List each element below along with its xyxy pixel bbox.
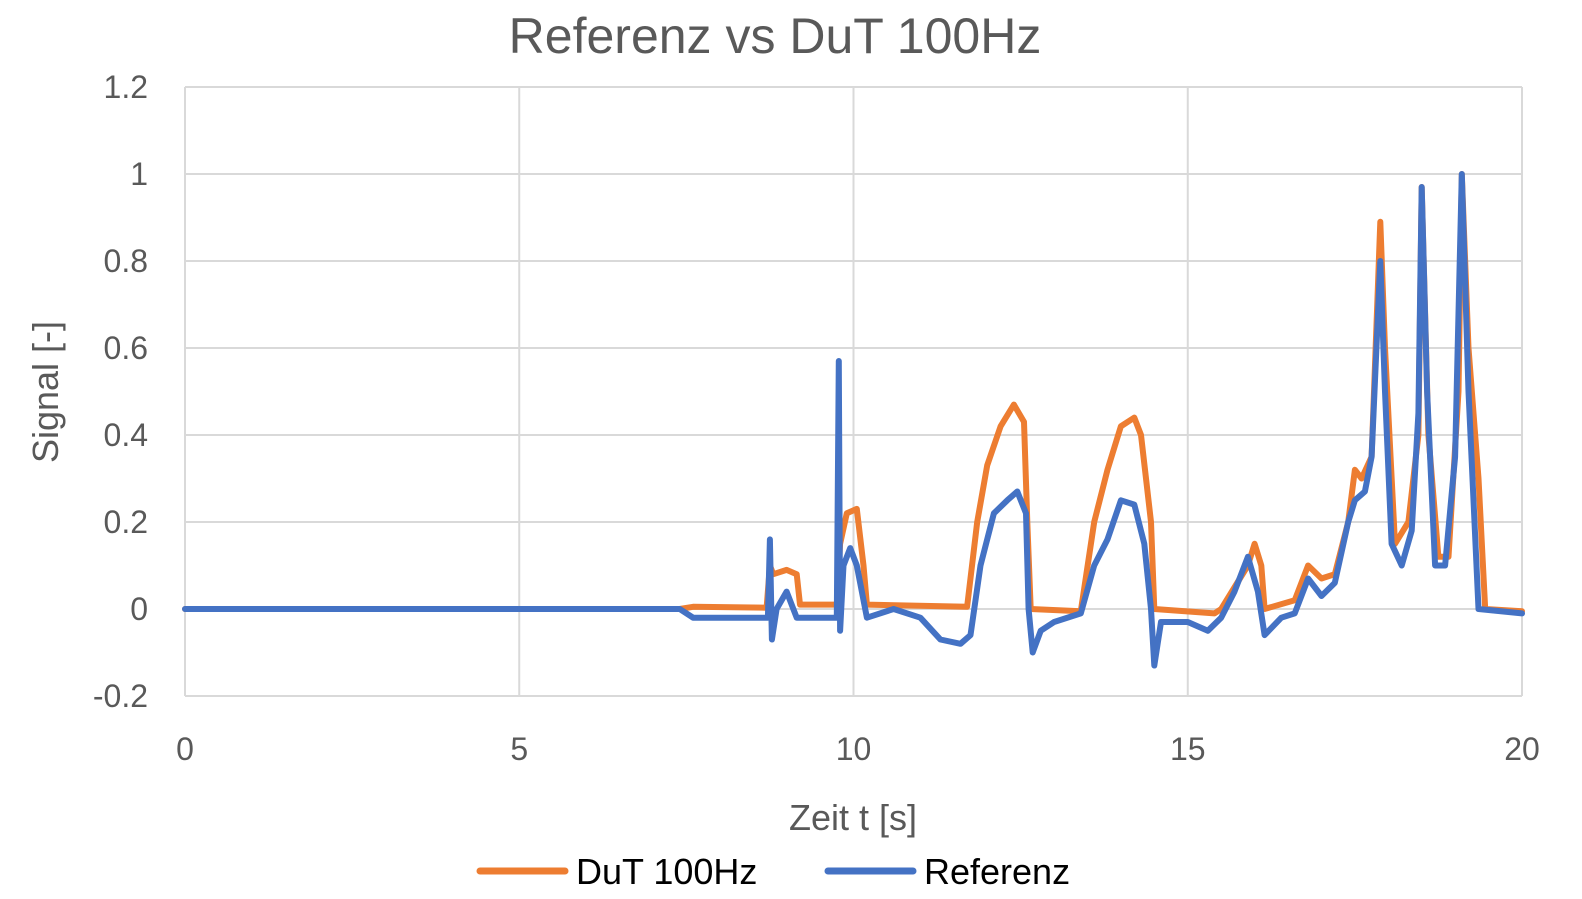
x-tick-label: 0 — [176, 731, 194, 767]
legend-item-referenz: Referenz — [824, 851, 1070, 892]
y-tick-label: 0.2 — [104, 504, 148, 540]
y-axis-ticks: -0.2 0 0.2 0.4 0.6 0.8 1 1.2 — [93, 69, 148, 714]
chart-title: Referenz vs DuT 100Hz — [509, 8, 1042, 64]
y-tick-label: 1 — [130, 156, 148, 192]
y-tick-label: 0.6 — [104, 330, 148, 366]
legend-label-dut: DuT 100Hz — [576, 851, 757, 892]
y-tick-label: -0.2 — [93, 678, 148, 714]
legend: DuT 100Hz Referenz — [476, 851, 1070, 892]
y-tick-label: 0.4 — [104, 417, 148, 453]
legend-item-dut: DuT 100Hz — [476, 851, 757, 892]
y-axis-label: Signal [-] — [25, 321, 66, 463]
x-tick-label: 5 — [510, 731, 528, 767]
x-axis-ticks: 0 5 10 15 20 — [176, 731, 1540, 767]
x-tick-label: 20 — [1504, 731, 1540, 767]
x-tick-label: 15 — [1170, 731, 1206, 767]
y-tick-label: 0 — [130, 591, 148, 627]
series-line-referenz — [182, 171, 1525, 669]
y-tick-label: 0.8 — [104, 243, 148, 279]
x-tick-label: 10 — [836, 731, 872, 767]
y-tick-label: 1.2 — [104, 69, 148, 105]
series-layer — [182, 171, 1525, 669]
x-axis-label: Zeit t [s] — [789, 797, 917, 838]
legend-label-referenz: Referenz — [924, 851, 1070, 892]
grid — [184, 86, 1523, 697]
